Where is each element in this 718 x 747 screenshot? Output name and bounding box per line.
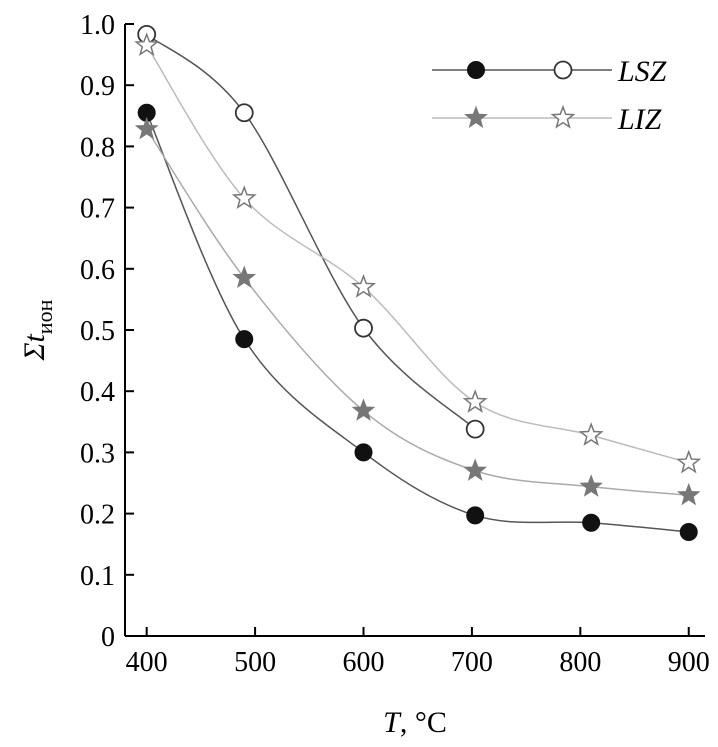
y-tick-label: 0 bbox=[101, 622, 115, 653]
data-point-LIZ-filled bbox=[351, 398, 376, 421]
data-point-LSZ-open bbox=[234, 103, 254, 123]
y-axis-label-main: Σt bbox=[18, 334, 51, 362]
data-point-LIZ-open bbox=[578, 422, 604, 446]
x-axis-label-var: T bbox=[383, 706, 402, 739]
x-axis-label: T, °C bbox=[383, 706, 447, 739]
y-tick-label: 0.5 bbox=[80, 316, 115, 347]
legend-marker bbox=[464, 105, 488, 129]
y-tick-label: 0.3 bbox=[80, 438, 115, 469]
x-tick-label: 500 bbox=[234, 647, 276, 678]
data-point-LSZ-open bbox=[354, 318, 373, 338]
series-curve-LSZ-open bbox=[146, 33, 476, 430]
y-tick-label: 0.7 bbox=[80, 194, 115, 225]
axes: 0 0.1 0.2 0.3 0.4 0.5 0.6 0.7 0.8 0.9 1.0 400 500 600… bbox=[18, 10, 710, 739]
legend-marker bbox=[467, 61, 485, 79]
data-point-LSZ-filled bbox=[354, 443, 373, 462]
data-point-LIZ-open bbox=[231, 185, 257, 210]
data-point-LSZ-filled bbox=[582, 513, 601, 532]
legend-marker bbox=[550, 104, 576, 129]
data-point-LSZ-open bbox=[465, 419, 485, 439]
data-point-LIZ-open bbox=[462, 389, 488, 413]
y-tick-label: 0.6 bbox=[80, 255, 115, 286]
data-point-LIZ-filled bbox=[134, 116, 159, 140]
series-curve-LSZ-filled bbox=[145, 112, 689, 533]
y-tick-label: 0.9 bbox=[80, 71, 115, 102]
legend: LSZ LIZ bbox=[432, 55, 667, 136]
x-tick-label: 700 bbox=[451, 647, 493, 678]
data-point-LIZ-open bbox=[351, 274, 377, 298]
data-point-LSZ-filled bbox=[235, 330, 254, 349]
curves bbox=[145, 33, 689, 533]
data-point-LSZ-filled bbox=[679, 522, 698, 541]
x-tick-label: 800 bbox=[559, 647, 601, 678]
y-tick-label: 0.2 bbox=[80, 500, 115, 531]
legend-marker bbox=[553, 60, 573, 80]
y-axis-label-sub: ион bbox=[32, 299, 57, 334]
data-point-LIZ-filled bbox=[232, 265, 257, 289]
data-point-LIZ-filled bbox=[463, 458, 487, 481]
x-tick-label: 600 bbox=[343, 647, 385, 678]
series-curve-LIZ-open bbox=[146, 45, 689, 464]
data-point-LIZ-open bbox=[676, 449, 702, 474]
legend-label: LIZ bbox=[617, 103, 662, 136]
y-axis-label: Σtион bbox=[18, 299, 57, 361]
x-tick-label: 900 bbox=[668, 647, 710, 678]
data-point-LSZ-filled bbox=[466, 506, 485, 525]
y-tick-label: 0.1 bbox=[80, 561, 115, 592]
data-point-LIZ-filled bbox=[579, 474, 603, 497]
x-axis-label-unit: , °C bbox=[400, 706, 447, 739]
x-tick-label: 400 bbox=[126, 647, 168, 678]
y-tick-label: 0.8 bbox=[80, 132, 115, 163]
markers bbox=[134, 25, 702, 541]
y-tick-label: 0.4 bbox=[80, 377, 115, 408]
data-point-LIZ-filled bbox=[676, 482, 701, 506]
data-point-LIZ-open bbox=[134, 32, 160, 57]
y-tick-label: 1.0 bbox=[80, 10, 115, 41]
legend-label: LSZ bbox=[617, 55, 667, 88]
